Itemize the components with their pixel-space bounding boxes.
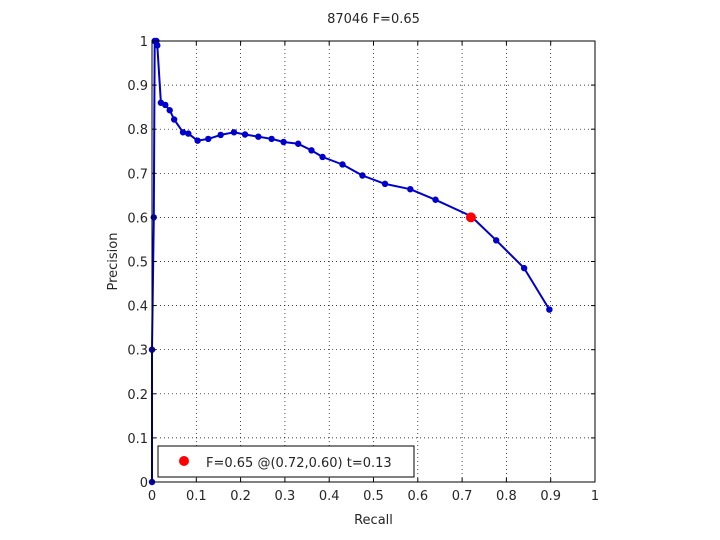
x-tick-label: 0.3 [275,489,296,504]
best-f-point [465,212,476,223]
x-tick-label: 0.6 [407,489,428,504]
data-point [217,131,224,139]
x-axis-label: Recall [354,513,393,528]
x-tick-label: 0.8 [496,489,517,504]
legend: F=0.65 @(0.72,0.60) t=0.13 [157,445,415,478]
series-layer [148,37,553,486]
data-point [205,135,212,143]
data-point [194,137,201,144]
data-point [154,42,161,49]
y-tick-label: 0.7 [127,167,148,182]
data-point [255,133,262,140]
data-point [185,130,192,137]
data-point [162,101,169,109]
y-tick-label: 0.5 [127,256,148,271]
data-point [407,185,414,193]
y-tick-label: 0.3 [127,344,148,359]
x-tick-label: 0.4 [319,489,340,504]
chart-title: 87046 F=0.65 [327,12,420,27]
data-point [493,237,500,244]
x-tick-label: 0.7 [452,489,473,504]
data-point [294,140,302,147]
y-tick-label: 0.9 [127,79,148,94]
x-tick-label: 0 [148,489,156,504]
y-tick-label: 0.1 [127,432,148,447]
y-tick-label: 1 [140,35,148,50]
legend-box [157,445,415,478]
data-point [308,147,315,154]
data-point [166,107,173,114]
data-point [546,306,553,313]
data-point [179,129,187,136]
series-line [151,40,551,482]
data-point [319,153,326,161]
x-tick-label: 0.9 [540,489,561,504]
x-tick-label: 0.1 [186,489,207,504]
x-tick-label: 0.5 [363,489,384,504]
data-point [339,161,346,168]
x-tick-label: 0.2 [230,489,251,504]
data-point [230,129,238,136]
data-point [381,180,389,188]
x-tick-label: 1 [591,489,599,504]
legend-label: F=0.65 @(0.72,0.60) t=0.13 [206,456,392,471]
y-tick-label: 0.8 [127,123,148,138]
data-point [280,138,287,146]
data-point [241,131,249,138]
data-point [170,116,178,123]
y-axis-label: Precision [106,232,121,290]
y-tick-label: 0 [140,476,148,491]
y-tick-label: 0.2 [127,388,148,403]
data-point [432,196,439,203]
data-point [359,172,366,179]
y-tick-label: 0.4 [127,300,148,315]
y-tick-label: 0.6 [127,211,148,226]
data-point [520,264,528,272]
legend-marker [179,456,189,466]
grid-lines [152,41,595,482]
axis-ticks: 0 0.1 0.2 0.3 0.4 0.5 0.6 0.7 0.8 0.9 1 0 0.1 0.2 0.3 0… [127,35,599,504]
data-point [268,135,275,143]
